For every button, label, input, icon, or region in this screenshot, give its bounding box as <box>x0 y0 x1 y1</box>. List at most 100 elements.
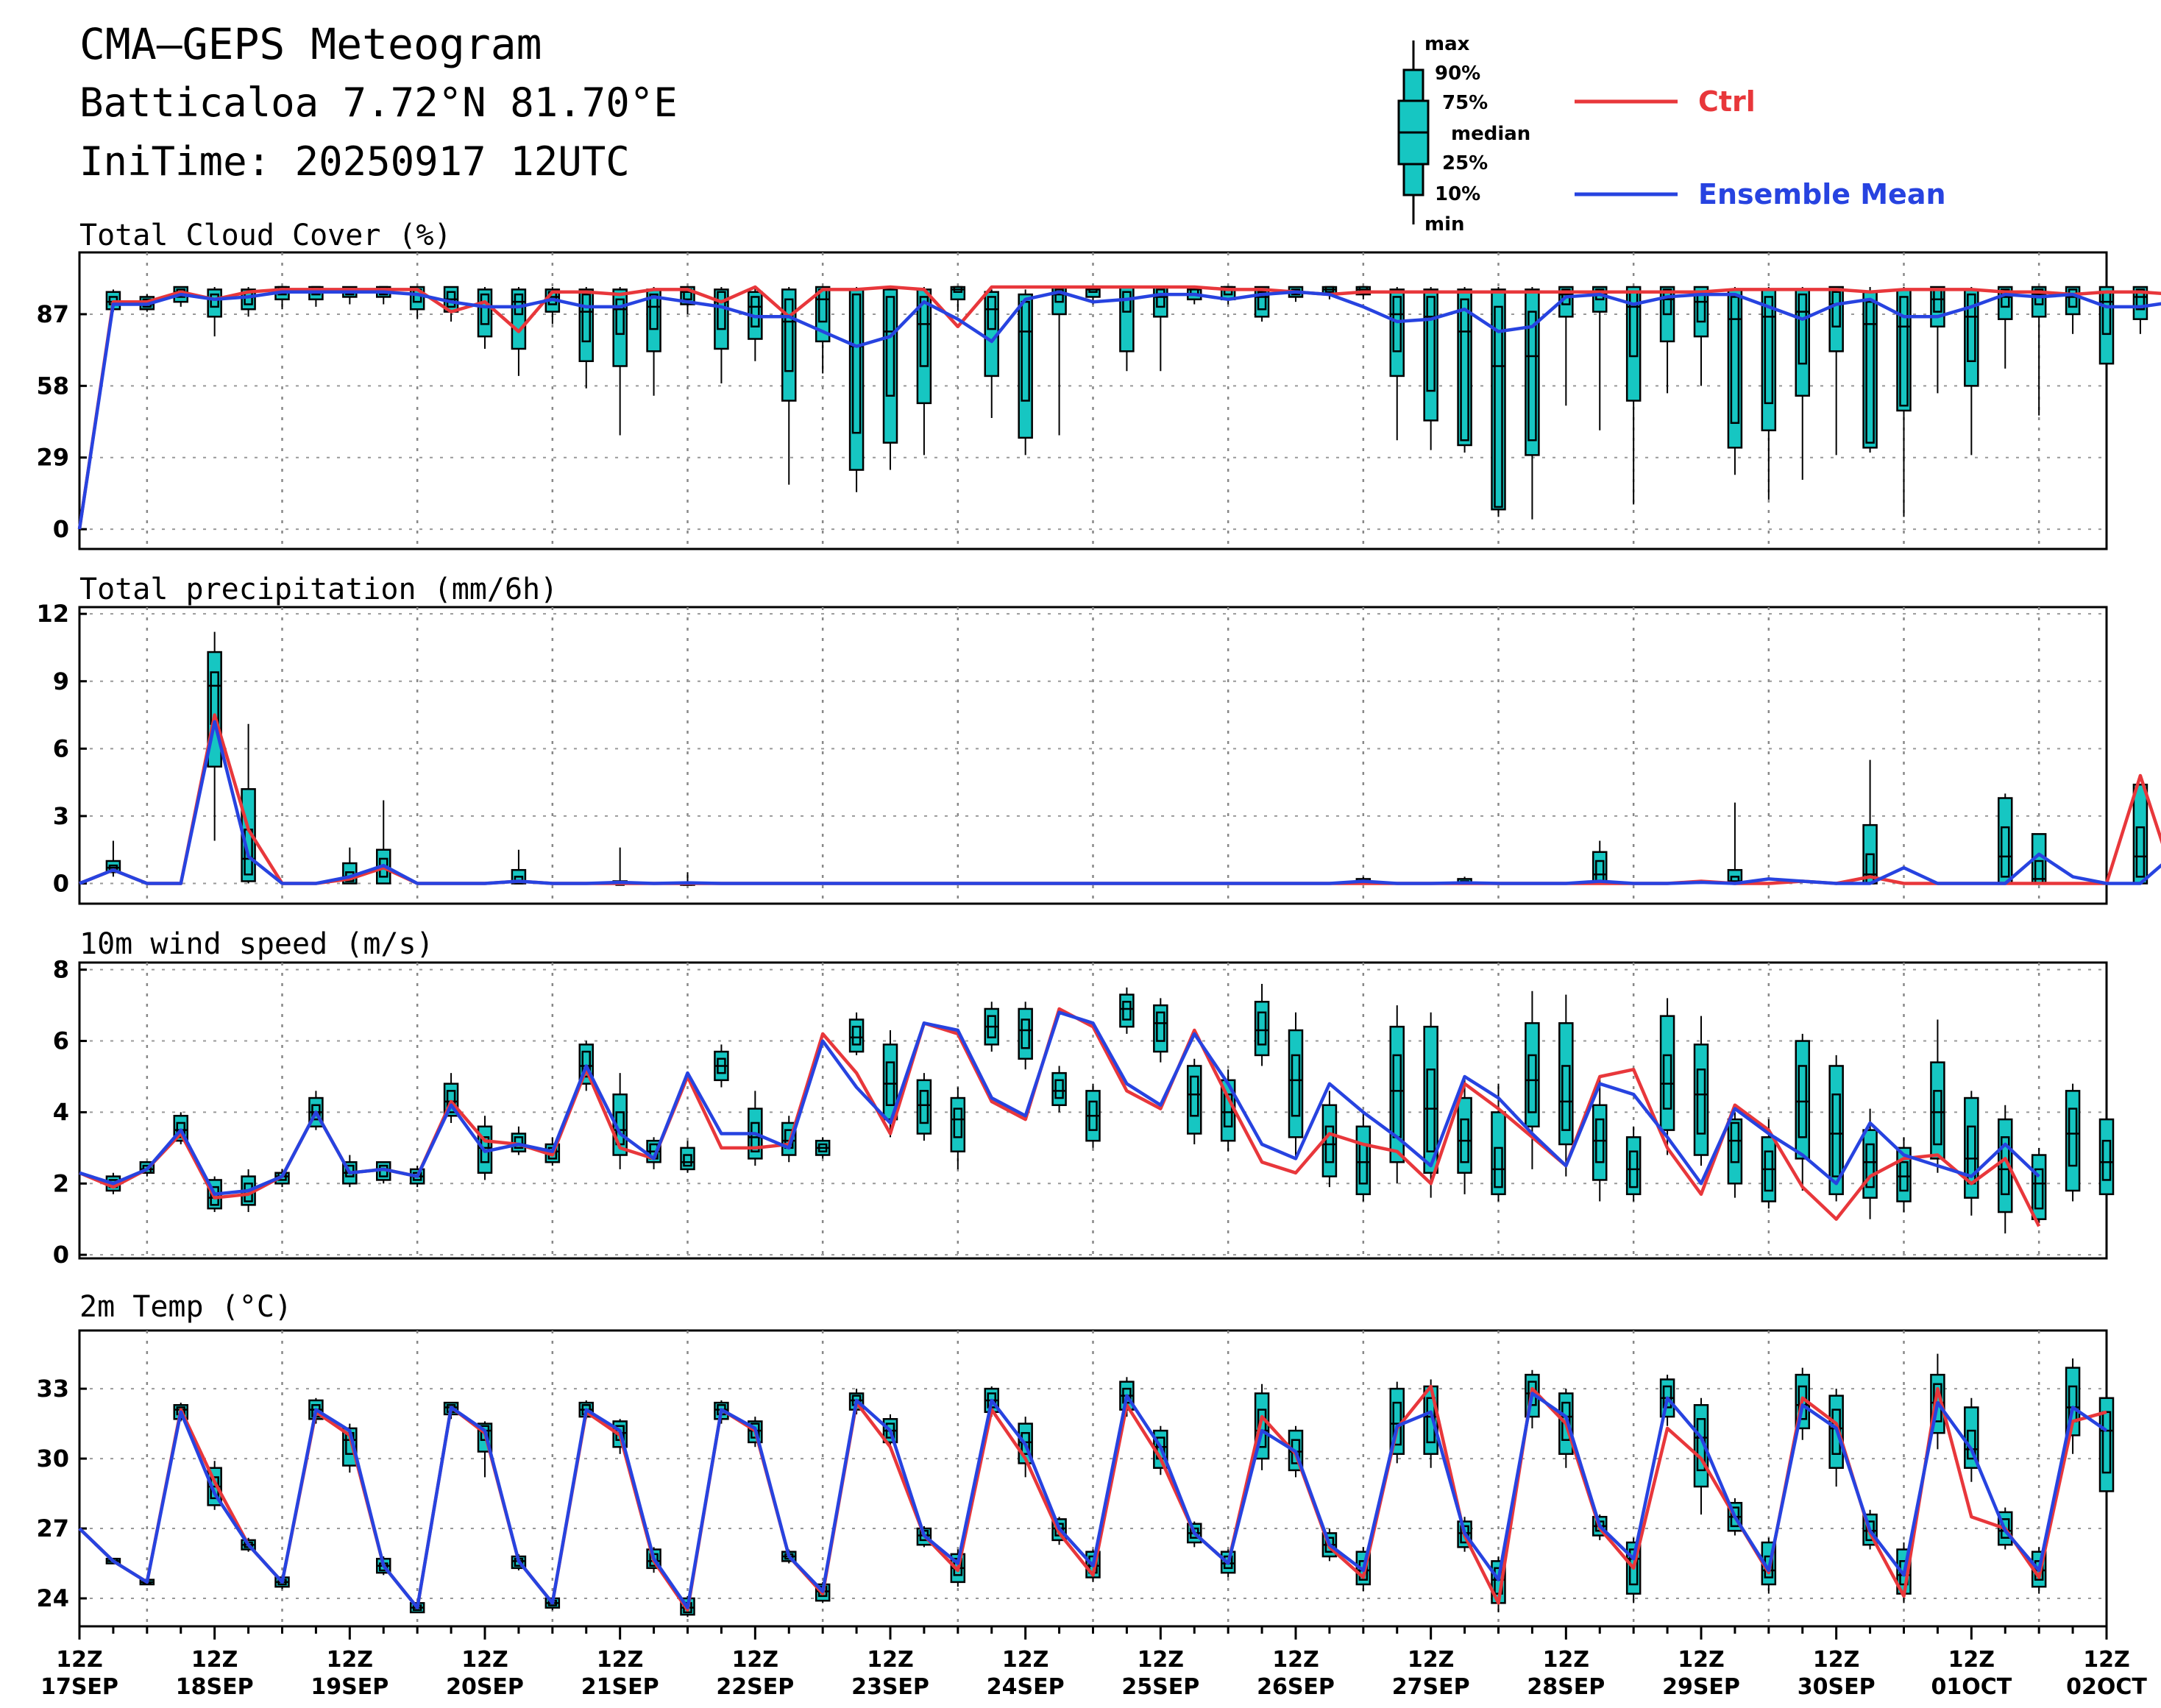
panel-temperature: 24 27 30 33 <box>36 1329 2115 1628</box>
x-tick-label-time: 12Z <box>327 1647 374 1673</box>
ensemble-box <box>1625 286 1642 505</box>
box-inner <box>1933 288 1942 313</box>
ensemble-box <box>1491 287 1506 517</box>
x-tick-label-time: 12Z <box>1813 1647 1860 1673</box>
panel-title-cloud-cover: Total Cloud Cover (%) <box>79 219 452 252</box>
ensemble-box <box>1018 1002 1033 1070</box>
x-tick-label-time: 12Z <box>1002 1647 1049 1673</box>
box-inner <box>2001 288 2010 308</box>
y-tick-label: 6 <box>53 734 69 762</box>
box-inner <box>581 293 591 343</box>
x-tick-label-date: 19SEP <box>311 1674 388 1700</box>
ensemble-box <box>1592 840 1608 885</box>
mean-series-line <box>78 1392 2108 1609</box>
box-inner <box>1156 288 1165 308</box>
box-inner <box>1021 300 1030 402</box>
box-inner <box>480 293 490 325</box>
box-inner <box>2068 1108 2078 1167</box>
ensemble-box <box>1727 1112 1743 1198</box>
box-inner <box>1021 1018 1030 1049</box>
box-inner <box>2135 826 2146 878</box>
y-tick-label: 8 <box>53 956 69 984</box>
y-tick-label: 0 <box>53 870 69 898</box>
y-tick-label: 9 <box>53 667 69 695</box>
x-tick-label-date: 01OCT <box>1931 1674 2012 1700</box>
box-inner <box>1257 291 1267 311</box>
panel-title-temperature: 2m Temp (°C) <box>79 1290 292 1324</box>
ensemble-box <box>1288 1012 1304 1159</box>
x-tick-label-date: 22SEP <box>716 1674 794 1700</box>
legend-label-min: min <box>1424 213 1465 235</box>
ensemble-box <box>1085 1083 1101 1148</box>
ensemble-box <box>1085 286 1101 305</box>
time-axis: 12Z17SEP12Z18SEP12Z19SEP12Z20SEP12Z21SEP… <box>40 1626 2147 1700</box>
y-tick-label: 87 <box>36 300 69 328</box>
box-inner <box>1865 300 1875 444</box>
box-inner <box>987 296 996 330</box>
ensemble-box <box>1525 991 1540 1169</box>
ensemble-box <box>1930 1019 1945 1173</box>
ensemble-box <box>1693 286 1709 386</box>
ensemble-box <box>1254 286 1270 322</box>
box-inner <box>1054 288 1064 303</box>
ensemble-box <box>1727 802 1743 885</box>
y-tick-label: 24 <box>36 1584 69 1612</box>
ensemble-box <box>848 287 865 492</box>
ensemble-box <box>1659 998 1675 1155</box>
ensemble-box <box>714 1044 729 1088</box>
ensemble-box <box>1423 287 1438 450</box>
ensemble-box <box>1795 1033 1810 1191</box>
ensemble-box <box>1693 1397 1709 1515</box>
box-inner <box>1527 1054 1537 1113</box>
box-inner <box>2034 860 2044 885</box>
box-inner <box>1494 1147 1503 1188</box>
y-tick-label: 0 <box>53 515 69 543</box>
legend-label-p75: 75% <box>1442 92 1488 114</box>
ensemble-box <box>511 849 527 885</box>
box-inner <box>1798 293 1807 365</box>
legend-label-median: median <box>1451 123 1530 145</box>
x-tick-label-date: 28SEP <box>1527 1674 1605 1700</box>
box-inner <box>1899 296 1909 407</box>
box-inner <box>953 1108 963 1138</box>
ensemble-box <box>1761 287 1777 500</box>
ensemble-box <box>1457 1076 1472 1194</box>
ensemble-box <box>1389 287 1405 441</box>
x-tick-label-time: 12Z <box>461 1647 508 1673</box>
x-tick-label-date: 26SEP <box>1257 1674 1335 1700</box>
ensemble-box <box>1051 1066 1067 1113</box>
x-tick-label-date: 24SEP <box>987 1674 1065 1700</box>
box-inner <box>1392 1054 1402 1138</box>
box-inner <box>1426 296 1436 392</box>
ensemble-box <box>1018 289 1033 456</box>
legend-mean-label: Ensemble Mean <box>1698 178 1946 210</box>
ensemble-box <box>1254 1383 1270 1470</box>
ensemble-box <box>511 287 527 376</box>
ensemble-box <box>1558 286 1574 406</box>
box-inner <box>2001 826 2010 878</box>
chart-init-time: IniTime: 20250917 12UTC <box>79 138 630 185</box>
legend-label-p90: 90% <box>1435 63 1480 85</box>
x-tick-label-time: 12Z <box>1678 1647 1725 1673</box>
legend-label-p25: 25% <box>1442 152 1488 174</box>
ensemble-box <box>815 286 831 374</box>
panel-wind-speed: 0 2 4 6 8 <box>53 956 2115 1269</box>
box-inner <box>1527 311 1537 442</box>
box-inner <box>683 1154 692 1167</box>
box-inner <box>919 1090 929 1124</box>
box-inner <box>1831 291 1841 328</box>
ensemble-box <box>1525 287 1540 520</box>
ensemble-box <box>1862 287 1878 453</box>
ensemble-box <box>1998 286 2013 369</box>
x-tick-label-date: 30SEP <box>1798 1674 1876 1700</box>
ensemble-box <box>1288 286 1304 302</box>
box-inner <box>1054 1079 1064 1099</box>
ensemble-box <box>511 1126 527 1155</box>
x-tick-label-time: 12Z <box>56 1647 103 1673</box>
ensemble-box <box>1625 1126 1642 1202</box>
x-tick-label-time: 12Z <box>2083 1647 2130 1673</box>
x-tick-label-time: 12Z <box>191 1647 238 1673</box>
x-tick-label-date: 27SEP <box>1392 1674 1470 1700</box>
mean-series-line <box>79 1010 2040 1197</box>
